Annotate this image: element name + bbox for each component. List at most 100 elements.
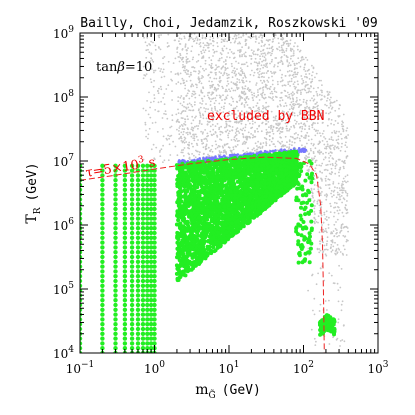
excluded-point <box>238 36 240 39</box>
excluded-point <box>324 177 327 180</box>
excluded-point <box>249 106 252 109</box>
excluded-point <box>182 79 185 82</box>
excluded-point <box>255 61 258 64</box>
excluded-point <box>275 123 278 126</box>
excluded-point <box>231 112 234 115</box>
excluded-point <box>346 174 349 177</box>
excluded-point <box>178 130 180 132</box>
excluded-point <box>195 135 198 138</box>
excluded-point <box>240 70 242 72</box>
excluded-point <box>331 195 333 198</box>
excluded-point <box>336 187 339 189</box>
excluded-point <box>222 74 224 77</box>
excluded-point <box>231 129 234 132</box>
excluded-point <box>221 118 223 121</box>
excluded-point <box>344 162 346 165</box>
allowed-point <box>129 269 135 274</box>
excluded-point <box>211 123 214 126</box>
excluded-point <box>313 313 316 316</box>
excluded-point <box>181 141 184 144</box>
excluded-point <box>312 144 315 147</box>
excluded-point <box>314 76 316 79</box>
excluded-point <box>192 119 195 122</box>
allowed-point <box>122 240 128 245</box>
excluded-point <box>299 65 302 68</box>
allowed-point <box>140 341 146 346</box>
excluded-point <box>152 85 155 88</box>
allowed-point <box>175 235 180 240</box>
excluded-point <box>331 241 334 244</box>
excluded-point <box>163 159 166 162</box>
excluded-point <box>207 44 210 47</box>
excluded-point <box>203 107 206 109</box>
excluded-point <box>174 57 177 60</box>
excluded-point <box>342 187 345 190</box>
excluded-point <box>291 113 294 116</box>
excluded-point <box>190 36 193 39</box>
excluded-point <box>249 136 252 139</box>
excluded-point <box>187 47 189 49</box>
excluded-point <box>254 57 257 60</box>
excluded-point <box>337 138 340 141</box>
excluded-point <box>268 96 270 98</box>
excluded-point <box>204 37 207 40</box>
excluded-point <box>269 85 272 88</box>
excluded-point <box>274 117 277 119</box>
allowed-point <box>140 254 146 260</box>
excluded-point <box>300 135 303 137</box>
excluded-point <box>297 83 299 86</box>
excluded-point <box>202 131 204 134</box>
excluded-point <box>236 81 239 83</box>
excluded-point <box>319 267 322 270</box>
excluded-point <box>259 68 262 70</box>
excluded-point <box>198 122 201 125</box>
excluded-point <box>325 210 328 213</box>
excluded-point <box>145 56 148 59</box>
excluded-point <box>257 89 259 91</box>
allowed-point <box>80 317 83 322</box>
allowed-point <box>145 288 150 293</box>
excluded-point <box>298 103 300 105</box>
excluded-point <box>223 40 226 43</box>
excluded-point <box>162 161 164 164</box>
excluded-point <box>307 139 310 142</box>
bbn-edge-point <box>269 150 272 153</box>
excluded-point <box>265 108 268 111</box>
excluded-point <box>281 131 284 133</box>
allowed-point <box>152 302 157 308</box>
allowed-point <box>100 230 105 236</box>
excluded-point <box>199 102 202 104</box>
excluded-point <box>196 38 199 40</box>
excluded-point <box>148 127 151 130</box>
excluded-point <box>193 137 196 140</box>
excluded-point <box>262 91 264 94</box>
excluded-point <box>286 129 288 132</box>
allowed-point <box>152 221 157 226</box>
excluded-point <box>183 97 185 99</box>
excluded-point <box>191 115 194 118</box>
excluded-point <box>182 155 185 157</box>
excluded-point <box>162 68 165 71</box>
excluded-point <box>312 113 315 116</box>
allowed-point <box>148 182 154 188</box>
excluded-point <box>192 133 194 136</box>
excluded-point <box>342 130 345 133</box>
excluded-point <box>149 116 152 119</box>
excluded-point <box>304 128 306 131</box>
excluded-point <box>241 119 244 122</box>
excluded-point <box>308 128 311 131</box>
excluded-point <box>300 130 303 133</box>
allowed-point <box>129 197 135 202</box>
allowed-point <box>145 312 150 317</box>
allowed-point <box>148 259 154 264</box>
excluded-point <box>185 141 188 143</box>
excluded-point <box>321 84 323 86</box>
excluded-point <box>227 134 229 137</box>
allowed-point <box>80 197 83 202</box>
excluded-point <box>325 216 328 218</box>
excluded-point <box>332 181 335 183</box>
excluded-point <box>300 103 303 106</box>
excluded-point <box>335 221 337 223</box>
allowed-point <box>80 341 83 346</box>
excluded-point <box>163 75 166 78</box>
